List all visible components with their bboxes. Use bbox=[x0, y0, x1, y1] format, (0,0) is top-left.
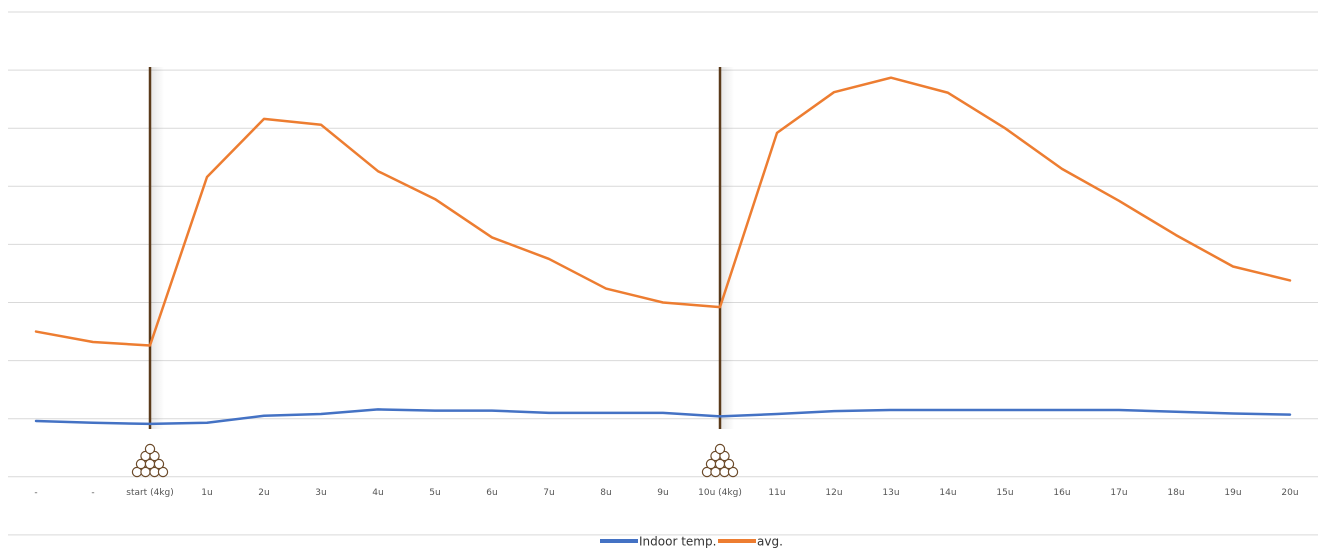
x-tick-label: 20u bbox=[1281, 488, 1298, 498]
firewood-icon bbox=[701, 443, 739, 478]
log bbox=[144, 443, 156, 455]
x-tick-label: 19u bbox=[1224, 488, 1241, 498]
x-tick-label: 13u bbox=[882, 488, 899, 498]
firewood-icon bbox=[131, 443, 169, 478]
x-tick-label: 9u bbox=[657, 488, 668, 498]
series-line-avg bbox=[34, 76, 1292, 347]
x-tick-label: 8u bbox=[600, 488, 611, 498]
x-tick-label: 12u bbox=[825, 488, 842, 498]
legend-label: avg. bbox=[757, 535, 783, 548]
log bbox=[727, 466, 739, 478]
x-tick-label: - bbox=[34, 488, 37, 498]
log bbox=[157, 466, 169, 478]
x-tick-label: 4u bbox=[372, 488, 383, 498]
series-line-indoor-temp bbox=[34, 408, 1292, 426]
x-tick-label: 11u bbox=[768, 488, 785, 498]
legend: Indoor temp. avg. bbox=[600, 535, 783, 548]
x-tick-label: 3u bbox=[315, 488, 326, 498]
x-tick-label: 16u bbox=[1053, 488, 1070, 498]
log bbox=[723, 458, 735, 470]
x-tick-label: 7u bbox=[543, 488, 554, 498]
x-tick-label: 6u bbox=[486, 488, 497, 498]
legend-item: avg. bbox=[718, 535, 783, 548]
x-tick-label: 17u bbox=[1110, 488, 1127, 498]
x-tick-label: start (4kg) bbox=[126, 488, 174, 498]
x-axis-ticks: - - start (4kg) 1u 2u 3u 4u 5u 6u 7u 8u 9u 10u (4kg)… bbox=[34, 488, 1298, 498]
legend-label: Indoor temp. bbox=[639, 535, 716, 548]
marker-shadow bbox=[150, 67, 164, 429]
x-tick-label: 5u bbox=[429, 488, 440, 498]
marker-shadow bbox=[720, 67, 734, 429]
x-tick-label: 14u bbox=[939, 488, 956, 498]
x-tick-label: 10u (4kg) bbox=[698, 488, 742, 498]
x-tick-label: - bbox=[91, 488, 94, 498]
x-tick-label: 15u bbox=[996, 488, 1013, 498]
x-tick-label: 1u bbox=[201, 488, 212, 498]
x-tick-label: 2u bbox=[258, 488, 269, 498]
legend-item: Indoor temp. bbox=[600, 535, 716, 548]
gridlines bbox=[8, 11, 1318, 536]
x-tick-label: 18u bbox=[1167, 488, 1184, 498]
log bbox=[153, 458, 165, 470]
series-lines bbox=[34, 76, 1292, 426]
log bbox=[714, 443, 726, 455]
